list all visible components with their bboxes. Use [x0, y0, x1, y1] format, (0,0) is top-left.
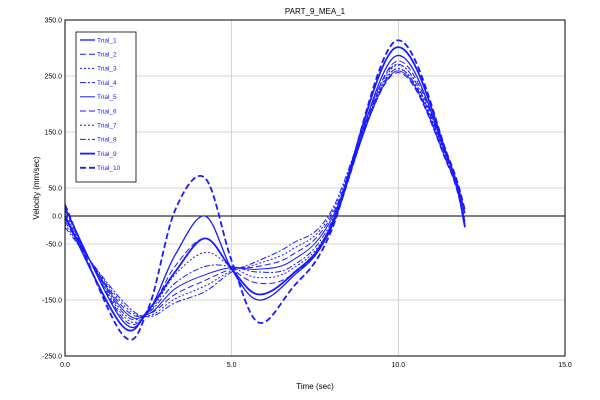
series-layer	[64, 39, 466, 341]
y-tick-label: 350.0	[44, 18, 62, 25]
y-tick-label: -250.0	[42, 354, 62, 361]
series-line-trial-9	[64, 46, 466, 332]
legend-label: Trial_6	[97, 108, 117, 115]
plot-border	[64, 19, 566, 357]
x-tick-label: 15.0	[558, 362, 572, 369]
legend-items: Trial_1 Trial_2 Trial_3 Trial_4 Trial_5 Trial…	[80, 37, 121, 172]
y-tick-label: 150.0	[44, 130, 62, 137]
y-axis-title: Velocity (mm/sec)	[32, 156, 41, 219]
plot-area	[64, 19, 566, 357]
y-tick-label: 50.0	[48, 186, 62, 193]
y-tick-labels: 350.0 250.0 150.0 50.0 0.0 -50.0 -150.0 -250.0	[42, 18, 62, 361]
y-tick-label: 250.0	[44, 74, 62, 81]
legend-label: Trial_1	[97, 37, 117, 44]
x-tick-labels: 0.0 5.0 10.0 15.0	[60, 362, 572, 369]
y-tick-label: 0.0	[52, 214, 62, 221]
x-tick-label: 5.0	[227, 362, 237, 369]
y-tick-label: -150.0	[42, 298, 62, 305]
legend-label: Trial_9	[97, 151, 117, 158]
series-line-trial-10	[64, 39, 466, 341]
x-tick-label: 0.0	[60, 362, 70, 369]
legend-label: Trial_2	[97, 52, 117, 59]
chart-title: PART_9_MEA_1	[285, 7, 346, 16]
y-tick-label: -50.0	[46, 242, 62, 249]
legend-label: Trial_10	[97, 165, 121, 172]
legend-label: Trial_3	[97, 66, 117, 73]
legend: Trial_1 Trial_2 Trial_3 Trial_4 Trial_5 Trial…	[75, 31, 137, 183]
legend-box	[75, 31, 137, 183]
legend-label: Trial_8	[97, 137, 117, 144]
x-tick-label: 10.0	[392, 362, 406, 369]
legend-label: Trial_7	[97, 123, 117, 130]
x-axis-title: Time (sec)	[296, 382, 334, 391]
legend-label: Trial_5	[97, 94, 117, 101]
legend-label: Trial_4	[97, 80, 117, 87]
